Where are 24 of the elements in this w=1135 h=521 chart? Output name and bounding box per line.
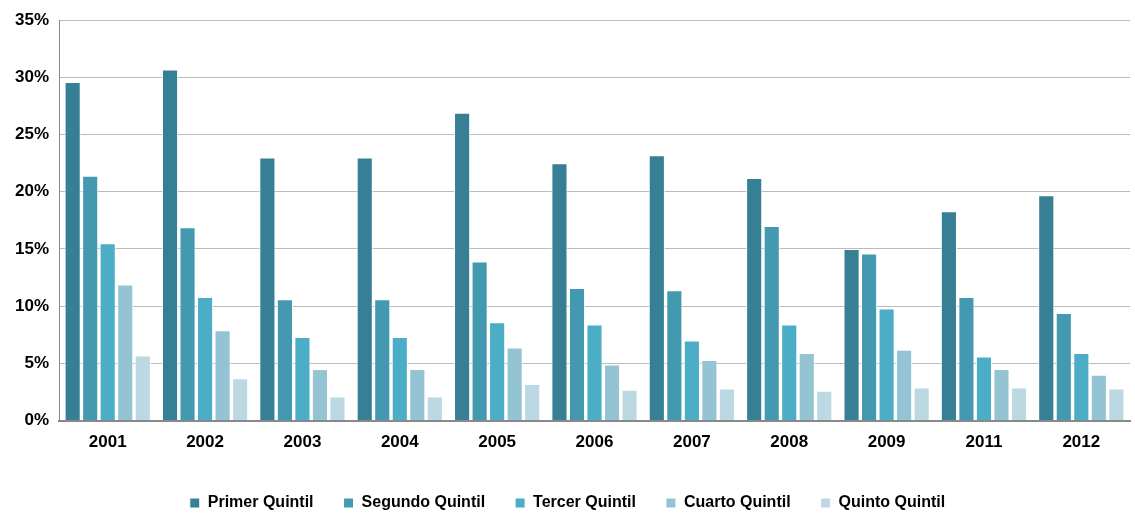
legend-label: Cuarto Quintil: [683, 493, 791, 511]
x-tick-label: 2012: [1062, 432, 1101, 452]
legend-label: Quinto Quintil: [838, 493, 946, 511]
y-tick-label: 15%: [14, 238, 50, 258]
y-tick-label: 0%: [24, 410, 50, 430]
x-tick-label: 2008: [770, 432, 809, 452]
x-tick-label: 2004: [380, 432, 420, 452]
y-tick-label: 10%: [14, 295, 50, 315]
x-tick-label: 2005: [478, 432, 517, 452]
x-tick-label: 2009: [867, 432, 906, 452]
x-tick-label: 2003: [283, 432, 322, 452]
x-tick-label: 2006: [575, 432, 614, 452]
y-tick-label: 25%: [14, 124, 50, 144]
x-tick-label: 2007: [672, 432, 711, 452]
x-tick-label: 2001: [88, 432, 127, 452]
y-tick-label: 30%: [14, 67, 50, 87]
x-tick-label: 2002: [186, 432, 224, 452]
legend-label: Segundo Quintil: [361, 493, 486, 511]
y-tick-label: 20%: [14, 181, 50, 201]
y-tick-label: 35%: [14, 9, 50, 29]
legend-label: Tercer Quintil: [533, 493, 636, 511]
legend-label: Primer Quintil: [207, 493, 314, 511]
x-tick-label: 2011: [965, 432, 1003, 452]
y-tick-label: 5%: [24, 353, 50, 373]
